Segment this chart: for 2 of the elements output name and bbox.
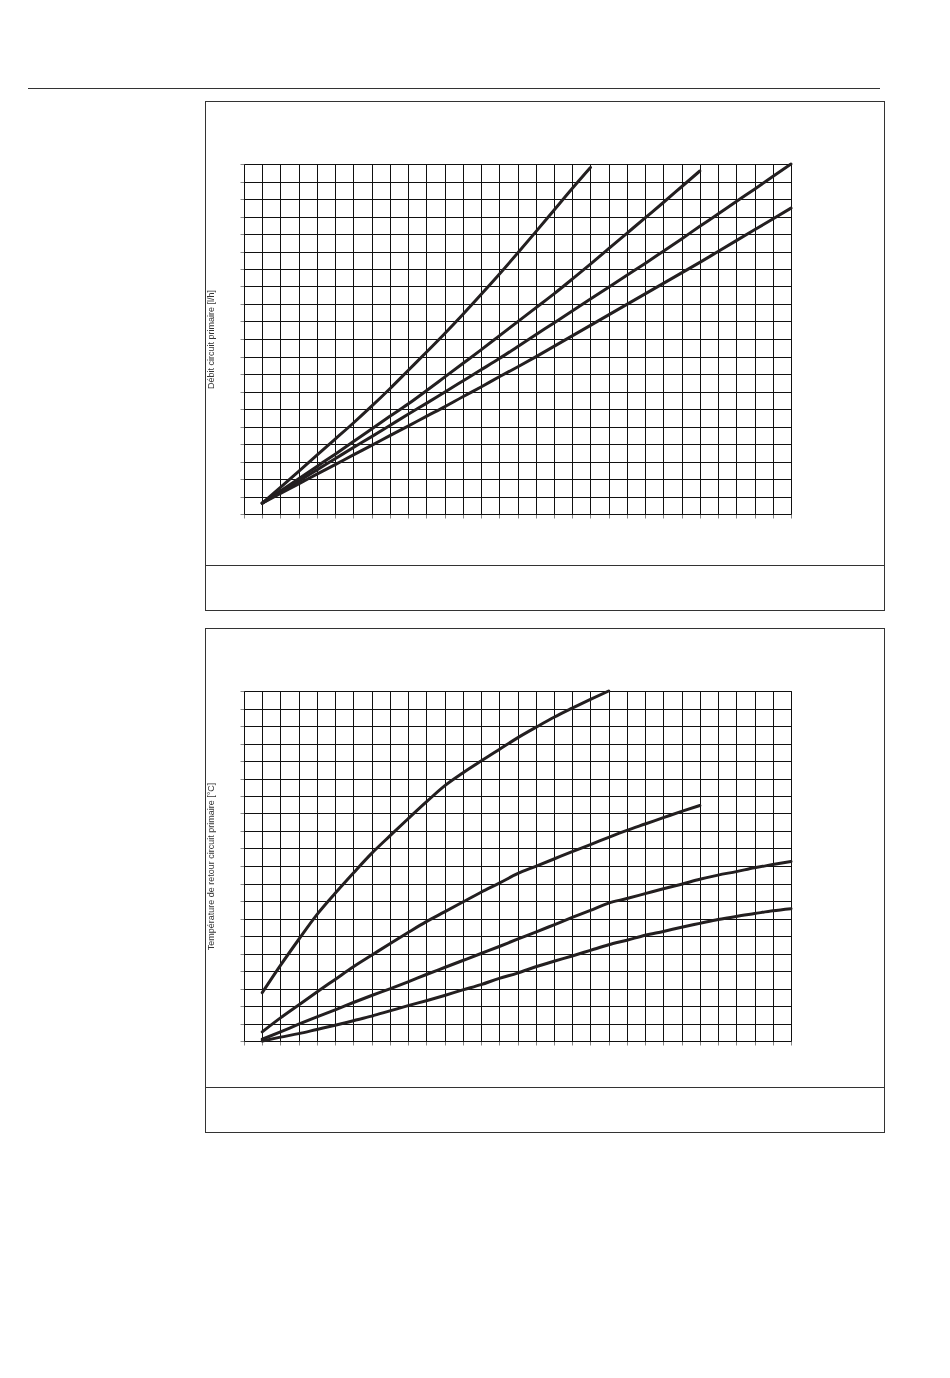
y-axis-title: Débit circuit primaire [l/h]	[206, 289, 216, 390]
y-axis-title: Température de retour circuit primaire [°C]	[206, 782, 216, 951]
